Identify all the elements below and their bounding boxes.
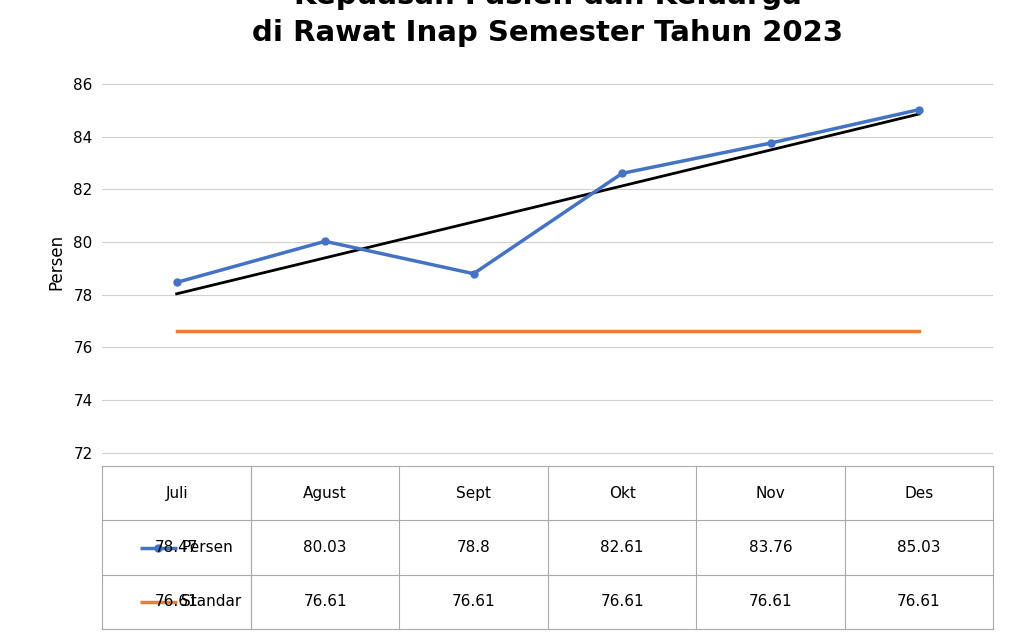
Text: 76.61: 76.61 bbox=[452, 594, 496, 609]
Text: Okt: Okt bbox=[608, 485, 636, 501]
Text: 76.61: 76.61 bbox=[749, 594, 793, 609]
Title: Kepuasan Pasien dan Keluarga
di Rawat Inap Semester Tahun 2023: Kepuasan Pasien dan Keluarga di Rawat In… bbox=[252, 0, 844, 47]
Text: Agust: Agust bbox=[303, 485, 347, 501]
Text: 78.8: 78.8 bbox=[457, 540, 490, 555]
Text: Persen: Persen bbox=[181, 540, 232, 555]
Text: 76.61: 76.61 bbox=[155, 594, 199, 609]
Text: 78.47: 78.47 bbox=[155, 540, 199, 555]
Text: Nov: Nov bbox=[756, 485, 785, 501]
Text: 76.61: 76.61 bbox=[600, 594, 644, 609]
Text: 82.61: 82.61 bbox=[600, 540, 644, 555]
Y-axis label: Persen: Persen bbox=[47, 234, 65, 290]
Text: 85.03: 85.03 bbox=[897, 540, 941, 555]
Text: 80.03: 80.03 bbox=[303, 540, 347, 555]
Text: 83.76: 83.76 bbox=[749, 540, 793, 555]
Text: Juli: Juli bbox=[165, 485, 188, 501]
Text: Sept: Sept bbox=[456, 485, 492, 501]
Text: 76.61: 76.61 bbox=[303, 594, 347, 609]
Text: Standar: Standar bbox=[181, 594, 242, 609]
Text: Des: Des bbox=[904, 485, 934, 501]
Text: 76.61: 76.61 bbox=[897, 594, 941, 609]
